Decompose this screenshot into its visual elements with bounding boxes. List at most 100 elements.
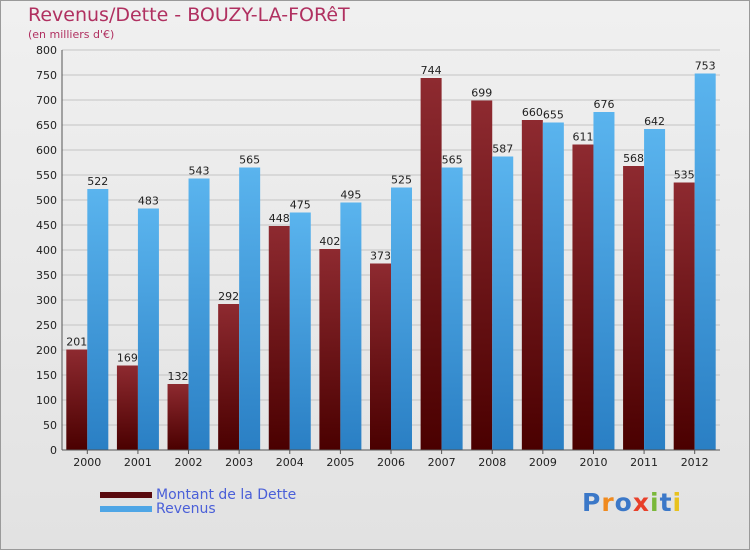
- value-label: 587: [492, 143, 513, 156]
- y-tick-label: 450: [36, 219, 57, 232]
- y-tick-label: 800: [36, 44, 57, 57]
- value-label: 699: [471, 87, 492, 100]
- legend-swatch-debt: [100, 492, 152, 498]
- value-label: 522: [87, 175, 108, 188]
- value-label: 753: [695, 60, 716, 73]
- bar-revenus-2002: [188, 178, 210, 450]
- x-tick-label: 2000: [73, 456, 101, 469]
- value-label: 292: [218, 290, 239, 303]
- bar-debt-2002: [167, 384, 189, 450]
- bar-debt-2003: [218, 304, 240, 450]
- value-label: 568: [623, 152, 644, 165]
- y-tick-label: 400: [36, 244, 57, 257]
- x-axis-ticks: 2000 2001 2002 2003 2004 2005 2006 2007 2008 2009…: [73, 450, 709, 469]
- x-tick-label: 2006: [377, 456, 405, 469]
- legend-swatch-revenus: [100, 506, 152, 512]
- value-label: 132: [168, 370, 189, 383]
- value-label: 744: [421, 64, 442, 77]
- x-tick-label: 2012: [681, 456, 709, 469]
- bar-revenus-2006: [391, 187, 412, 450]
- logo-letter: o: [614, 488, 633, 517]
- value-label: 642: [644, 115, 665, 128]
- value-label: 475: [290, 199, 311, 212]
- bar-revenus-2007: [441, 167, 463, 450]
- y-tick-label: 700: [36, 94, 57, 107]
- bar-revenus-2000: [87, 189, 109, 450]
- bar-revenus-2010: [593, 112, 615, 450]
- x-tick-label: 2003: [225, 456, 253, 469]
- x-tick-label: 2001: [124, 456, 152, 469]
- x-tick-label: 2010: [579, 456, 607, 469]
- value-label: 402: [319, 235, 340, 248]
- x-tick-label: 2004: [276, 456, 304, 469]
- logo-letter: P: [582, 488, 602, 517]
- bar-debt-2008: [471, 100, 493, 450]
- value-label: 565: [239, 154, 260, 167]
- y-tick-label: 550: [36, 169, 57, 182]
- y-tick-label: 300: [36, 294, 57, 307]
- bars: [66, 73, 716, 450]
- bar-revenus-2004: [289, 212, 311, 450]
- y-tick-label: 750: [36, 69, 57, 82]
- bar-debt-2010: [572, 144, 594, 450]
- x-tick-label: 2008: [478, 456, 506, 469]
- legend-item-debt: Montant de la Dette: [100, 487, 297, 503]
- value-label: 565: [442, 154, 463, 167]
- bar-debt-2004: [268, 226, 290, 450]
- value-label: 655: [543, 109, 564, 122]
- legend-label-revenus: Revenus: [156, 501, 216, 517]
- bar-revenus-2003: [239, 167, 261, 450]
- y-tick-label: 50: [43, 419, 57, 432]
- bar-revenus-2011: [644, 129, 666, 450]
- legend-label-debt: Montant de la Dette: [156, 487, 297, 503]
- value-label: 611: [572, 131, 593, 144]
- x-tick-label: 2011: [630, 456, 658, 469]
- y-tick-label: 100: [36, 394, 57, 407]
- bar-revenus-2012: [694, 73, 716, 450]
- y-tick-label: 250: [36, 319, 57, 332]
- value-label: 543: [189, 165, 210, 178]
- logo-letter: x: [632, 488, 650, 517]
- chart-subtitle: (en milliers d'€): [28, 28, 115, 41]
- value-label: 201: [66, 336, 87, 349]
- x-tick-label: 2007: [428, 456, 456, 469]
- value-label: 660: [522, 106, 543, 119]
- bar-debt-2007: [420, 78, 442, 450]
- bar-revenus-2005: [340, 202, 362, 450]
- bar-debt-2001: [116, 365, 138, 450]
- y-tick-label: 200: [36, 344, 57, 357]
- y-tick-label: 650: [36, 119, 57, 132]
- bar-debt-2012: [673, 182, 695, 450]
- bar-debt-2000: [66, 349, 88, 450]
- value-label: 483: [138, 195, 159, 208]
- y-tick-label: 350: [36, 269, 57, 282]
- axes: [61, 50, 720, 451]
- value-label: 448: [269, 212, 290, 225]
- value-label: 373: [370, 250, 391, 263]
- x-tick-label: 2002: [175, 456, 203, 469]
- bar-revenus-2008: [492, 156, 514, 450]
- bar-debt-2011: [623, 166, 645, 450]
- legend-item-revenus: Revenus: [100, 501, 216, 517]
- bar-debt-2009: [521, 120, 543, 450]
- chart-title: Revenus/Dette - BOUZY-LA-FORêT: [28, 4, 350, 26]
- value-label: 525: [391, 174, 412, 187]
- bar-revenus-2009: [542, 122, 564, 450]
- y-tick-label: 500: [36, 194, 57, 207]
- y-tick-label: 150: [36, 369, 57, 382]
- proxiti-logo: Proxiti: [582, 488, 682, 517]
- value-label: 169: [117, 352, 138, 365]
- value-label: 535: [674, 169, 695, 182]
- y-tick-label: 600: [36, 144, 57, 157]
- y-axis-ticks: 0 50 100 150 200 250 300 350 400 450 500 550 600 650 7…: [36, 44, 57, 457]
- logo-letter: i: [650, 488, 660, 517]
- x-tick-label: 2005: [326, 456, 354, 469]
- x-tick-label: 2009: [529, 456, 557, 469]
- logo-letter: r: [601, 488, 615, 517]
- bar-debt-2005: [319, 249, 341, 450]
- logo-letter: t: [659, 488, 673, 517]
- value-label: 676: [593, 98, 614, 111]
- bar-debt-2006: [370, 263, 391, 450]
